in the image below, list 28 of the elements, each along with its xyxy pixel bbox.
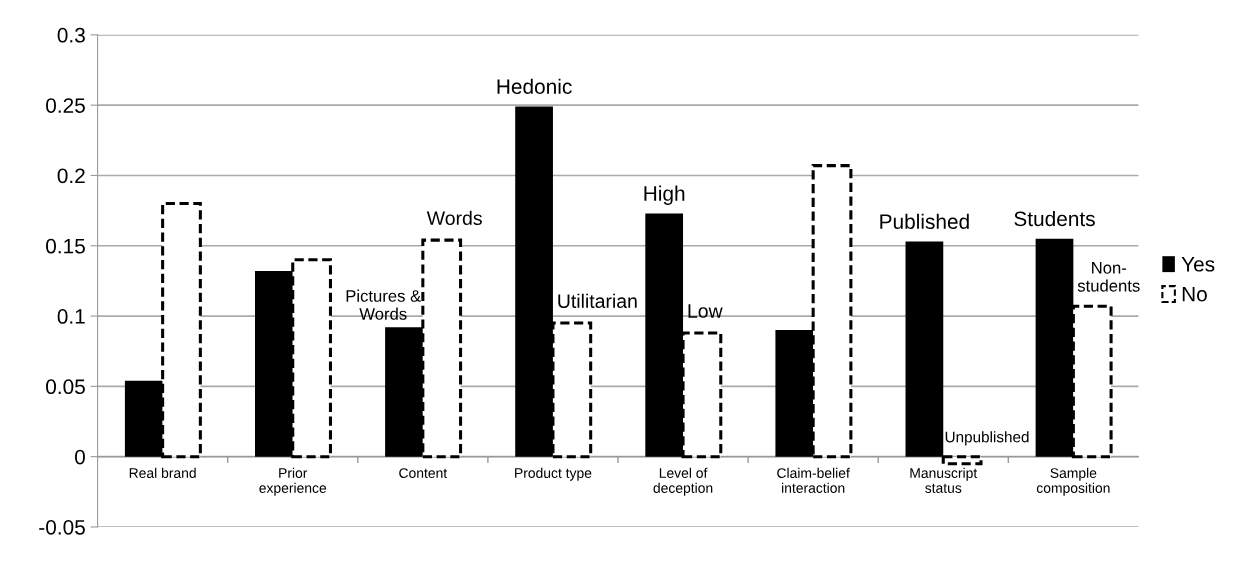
x-tick-label: Sample composition <box>1036 467 1110 496</box>
annotation: Published <box>880 213 969 229</box>
y-tick-label: 0.25 <box>46 98 85 113</box>
y-tick-label: 0.1 <box>57 309 85 324</box>
annotation: Utilitarian <box>558 293 637 308</box>
annotation: Students <box>1014 210 1095 227</box>
y-tick-label: 0.05 <box>46 379 85 395</box>
annotation: Words <box>426 210 482 226</box>
y-tick-label: 0.3 <box>57 27 85 43</box>
annotation: Pictures & Words <box>346 289 421 320</box>
x-tick-label: Prior experience <box>259 467 327 496</box>
legend-label: Yes <box>1181 257 1215 272</box>
annotation: High <box>644 185 685 205</box>
annotation: Hedonic <box>497 78 572 95</box>
x-tick-label: Real brand <box>129 467 196 478</box>
x-tick-label: Content <box>399 468 448 478</box>
y-tick-label: 0.15 <box>46 238 85 254</box>
x-tick-label: Manuscript status <box>910 467 978 493</box>
annotation: Non- students <box>1077 262 1140 292</box>
legend-label: No <box>1182 287 1207 302</box>
x-tick-label: Product type <box>515 467 592 481</box>
x-tick-label: Claim-belief interaction <box>777 467 850 493</box>
y-tick-label: 0 <box>75 449 85 465</box>
annotation: Unpublished <box>945 431 1029 446</box>
x-tick-label: Level of deception <box>653 467 713 496</box>
y-tick-label: 0.2 <box>57 168 85 184</box>
y-tick-label: -0.05 <box>39 519 85 535</box>
annotation: Low <box>688 304 723 318</box>
